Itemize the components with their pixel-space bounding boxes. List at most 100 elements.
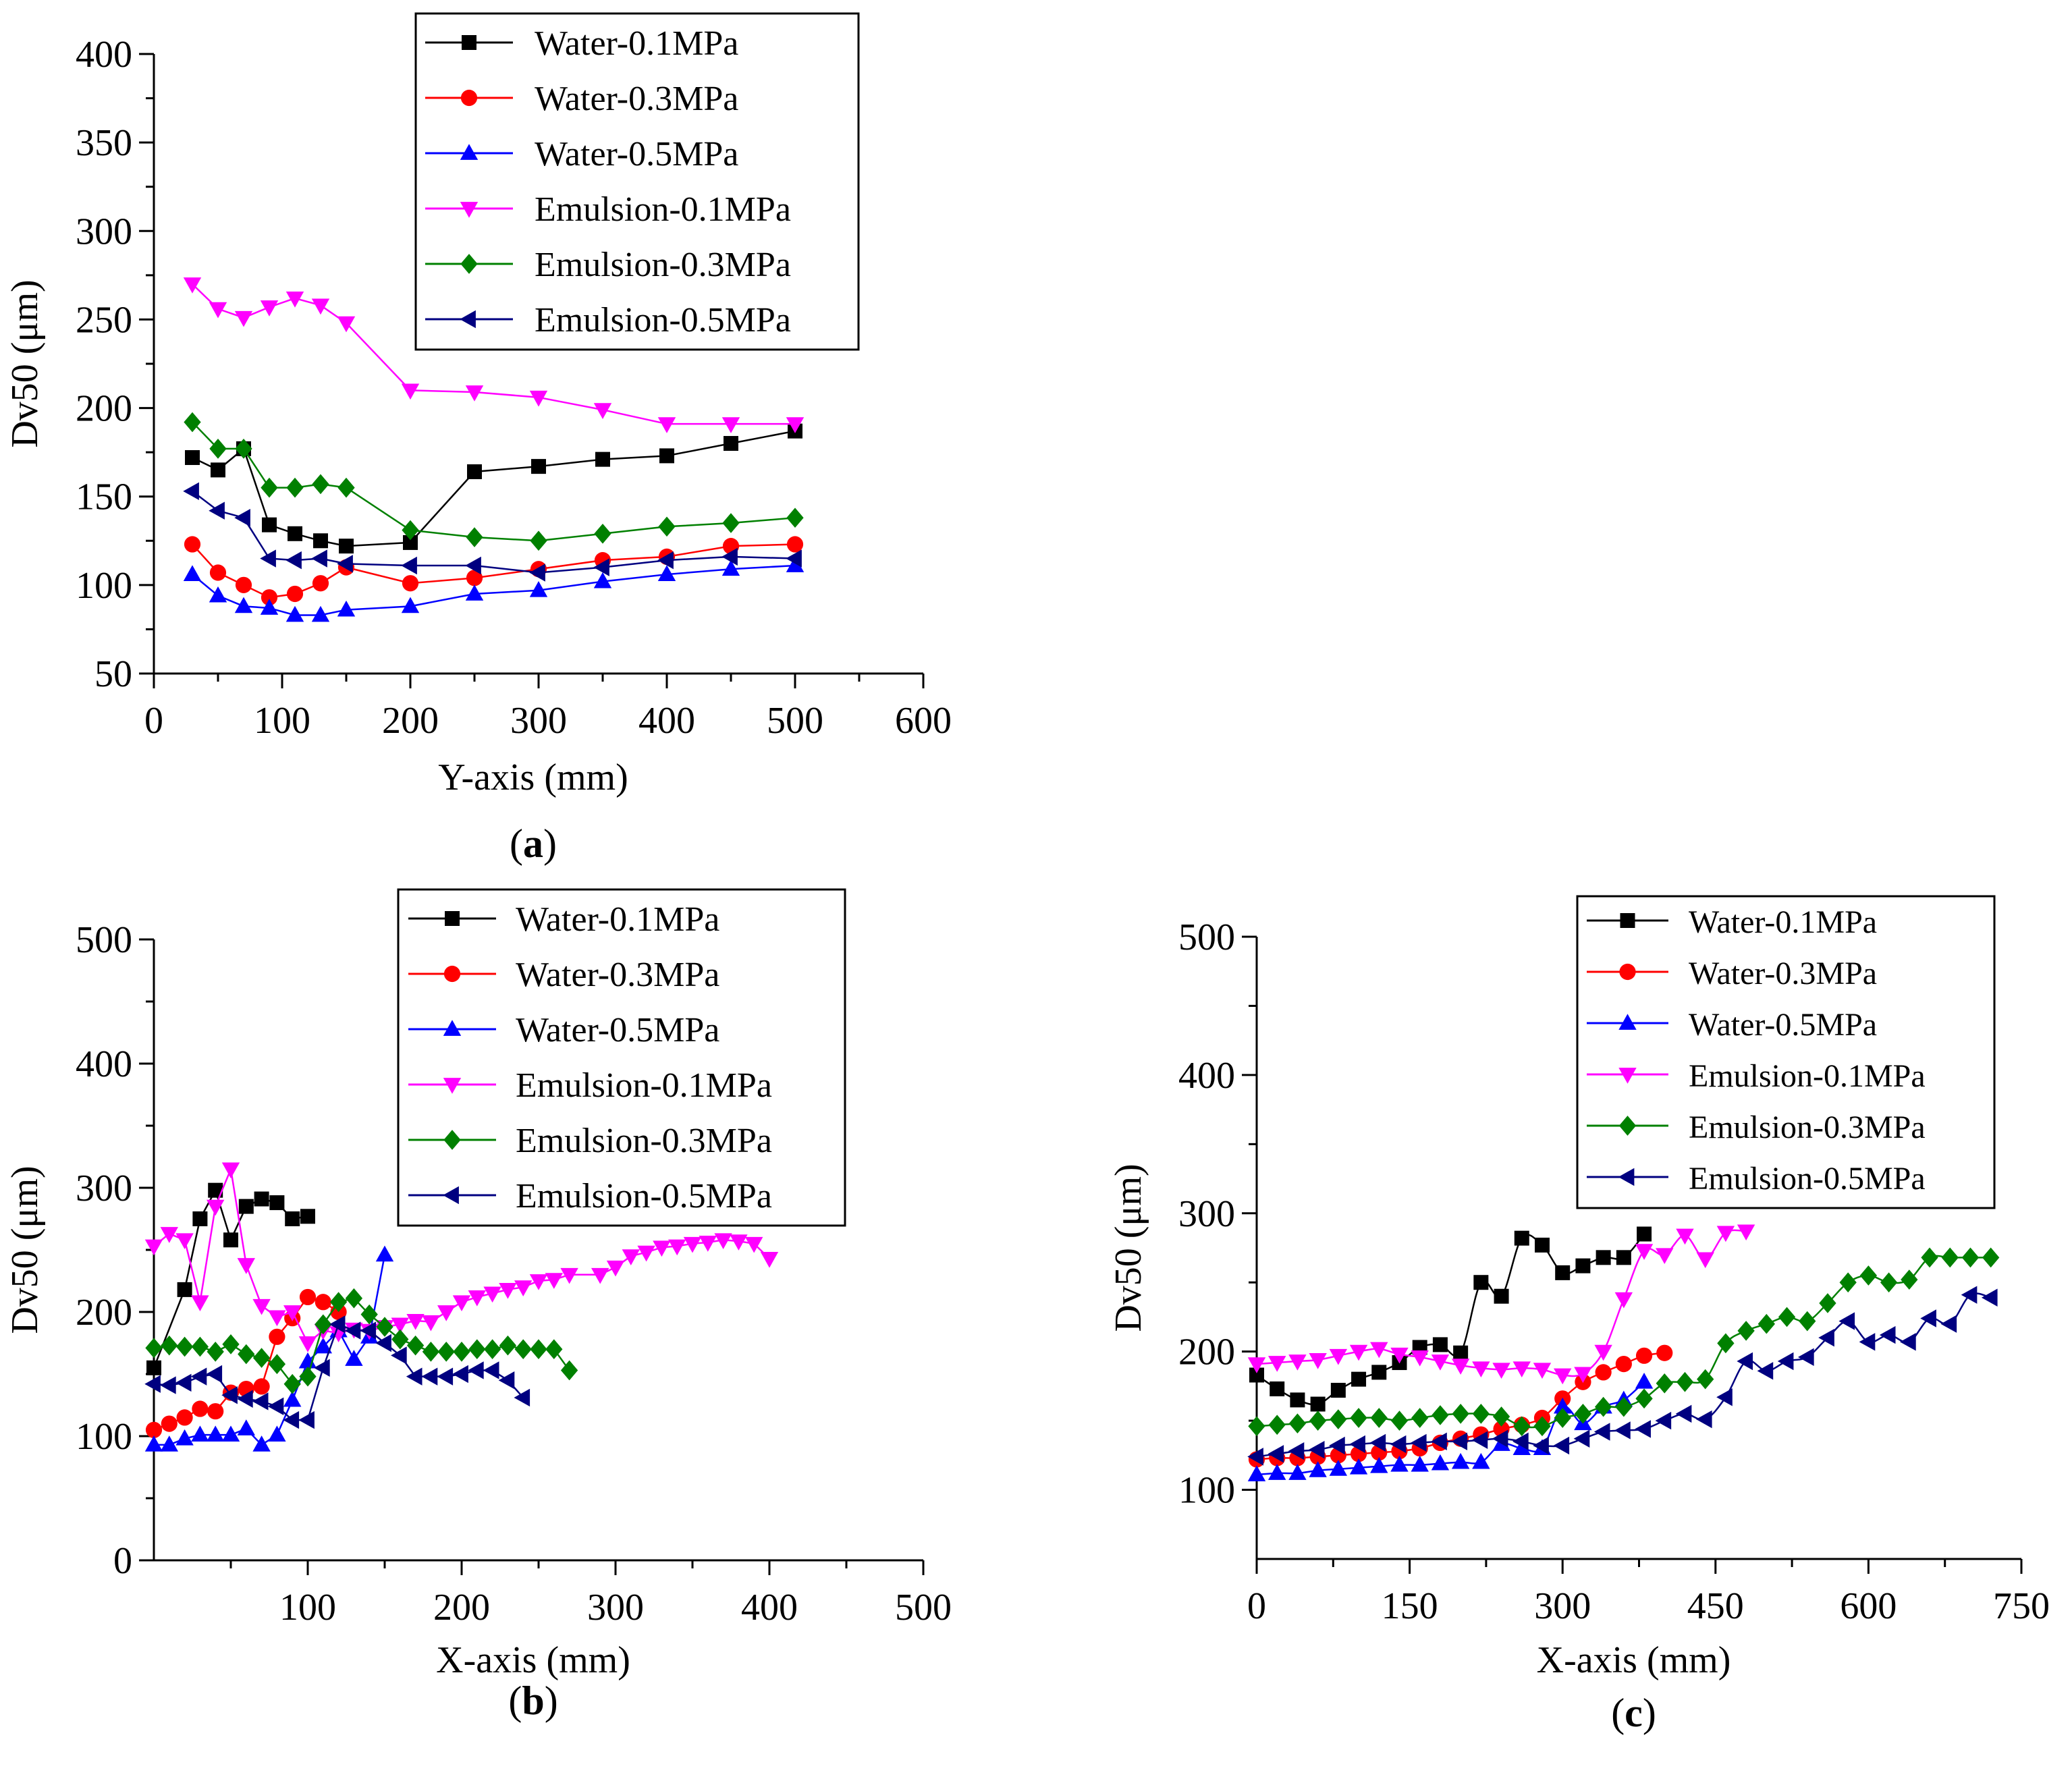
- data-point: [683, 1236, 702, 1253]
- data-point: [192, 1400, 209, 1417]
- data-point: [1330, 1409, 1347, 1429]
- data-point: [1717, 1333, 1735, 1354]
- data-point: [313, 533, 328, 549]
- series-emulsion-0-1mpa: [183, 277, 805, 433]
- data-point: [391, 1329, 409, 1350]
- data-point: [1798, 1348, 1814, 1367]
- data-point: [1615, 1396, 1633, 1417]
- data-point: [222, 1334, 240, 1354]
- data-point: [483, 1339, 501, 1360]
- data-point: [234, 597, 253, 613]
- data-point: [401, 556, 417, 575]
- data-point: [375, 1334, 391, 1352]
- data-point: [252, 1298, 271, 1315]
- data-point: [311, 549, 327, 568]
- legend-box: [414, 12, 860, 351]
- data-point: [209, 439, 227, 459]
- y-tick-label: 400: [1178, 1055, 1235, 1097]
- data-point: [183, 277, 202, 294]
- legend-label: Emulsion-0.5MPa: [535, 301, 791, 339]
- data-point: [1247, 1465, 1266, 1481]
- data-point: [261, 589, 278, 606]
- data-point: [269, 1195, 285, 1211]
- data-point: [1288, 1354, 1307, 1371]
- data-point: [530, 530, 547, 551]
- series-line: [192, 564, 796, 616]
- data-point: [207, 1342, 224, 1362]
- data-point: [1370, 1342, 1388, 1359]
- data-point: [1432, 1337, 1448, 1352]
- data-point: [1554, 1408, 1571, 1428]
- data-point: [1961, 1247, 1980, 1268]
- y-tick-label: 100: [76, 1416, 132, 1458]
- series-water-0-1mpa: [1249, 1226, 1652, 1412]
- data-point: [468, 1339, 486, 1360]
- data-point: [1370, 1456, 1388, 1473]
- y-tick-label: 350: [76, 122, 132, 164]
- data-point: [466, 570, 483, 586]
- y-tick-label: 500: [1178, 916, 1235, 958]
- data-point: [261, 477, 278, 498]
- x-tick-label: 0: [1247, 1585, 1266, 1627]
- data-point: [499, 1335, 517, 1356]
- data-point: [1247, 1357, 1266, 1373]
- data-point: [1309, 1461, 1327, 1477]
- data-point: [1411, 1350, 1429, 1367]
- data-point: [298, 1336, 317, 1352]
- data-point: [1431, 1354, 1450, 1371]
- data-point: [1594, 1396, 1612, 1417]
- data-point: [1370, 1408, 1388, 1428]
- data-point: [337, 555, 353, 573]
- data-point: [1472, 1452, 1490, 1469]
- data-point: [337, 600, 356, 617]
- data-point: [1329, 1436, 1345, 1455]
- data-point: [1290, 1392, 1305, 1408]
- data-point: [1453, 1345, 1469, 1361]
- x-axis-label: X-axis (mm): [436, 1639, 630, 1681]
- x-tick-label: 300: [1534, 1585, 1591, 1627]
- data-point: [1492, 1406, 1510, 1427]
- data-point: [1737, 1224, 1755, 1241]
- data-point: [192, 1211, 208, 1226]
- legend-label: Emulsion-0.1MPa: [1689, 1058, 1926, 1094]
- panel-c: 0 150 300 450 600 750 100 200 300 400 500 X-axis (m…: [1108, 895, 2050, 1735]
- legend-item: Water-0.5MPa: [408, 1011, 719, 1049]
- y-axis-label: Dv50 (μm): [4, 1166, 46, 1334]
- data-point: [1329, 1460, 1348, 1476]
- data-point: [465, 584, 484, 601]
- data-point: [437, 1342, 455, 1362]
- data-point: [1431, 1432, 1447, 1451]
- data-point: [146, 1360, 161, 1375]
- data-point: [1553, 1436, 1570, 1455]
- series-emulsion-0-3mpa: [184, 412, 804, 551]
- data-point: [529, 580, 548, 597]
- data-point: [252, 1435, 271, 1452]
- data-point: [184, 412, 201, 433]
- data-point: [653, 1240, 671, 1257]
- data-point: [315, 1314, 332, 1335]
- data-point: [1737, 1321, 1755, 1341]
- data-point: [1330, 1383, 1346, 1398]
- data-point: [1390, 1347, 1409, 1364]
- data-point: [221, 1162, 240, 1179]
- data-point: [657, 551, 674, 570]
- data-point: [786, 556, 805, 572]
- legend-marker: [460, 89, 478, 107]
- legend-marker: [460, 202, 479, 218]
- data-point: [786, 549, 802, 568]
- data-point: [668, 1239, 686, 1256]
- data-point: [402, 575, 419, 592]
- legend-marker: [1618, 1168, 1635, 1186]
- x-axis-label: Y-axis (mm): [438, 757, 628, 798]
- data-point: [237, 1258, 255, 1274]
- data-point: [1451, 1432, 1468, 1451]
- data-point: [1310, 1396, 1326, 1412]
- data-point: [1635, 1244, 1654, 1260]
- x-tick-label: 150: [1382, 1585, 1438, 1627]
- series-water-0-3mpa: [184, 536, 804, 606]
- data-point: [221, 1386, 238, 1404]
- data-point: [593, 572, 612, 588]
- y-tick-label: 400: [76, 34, 132, 76]
- data-point: [1270, 1381, 1285, 1396]
- x-tick-label: 400: [638, 700, 695, 742]
